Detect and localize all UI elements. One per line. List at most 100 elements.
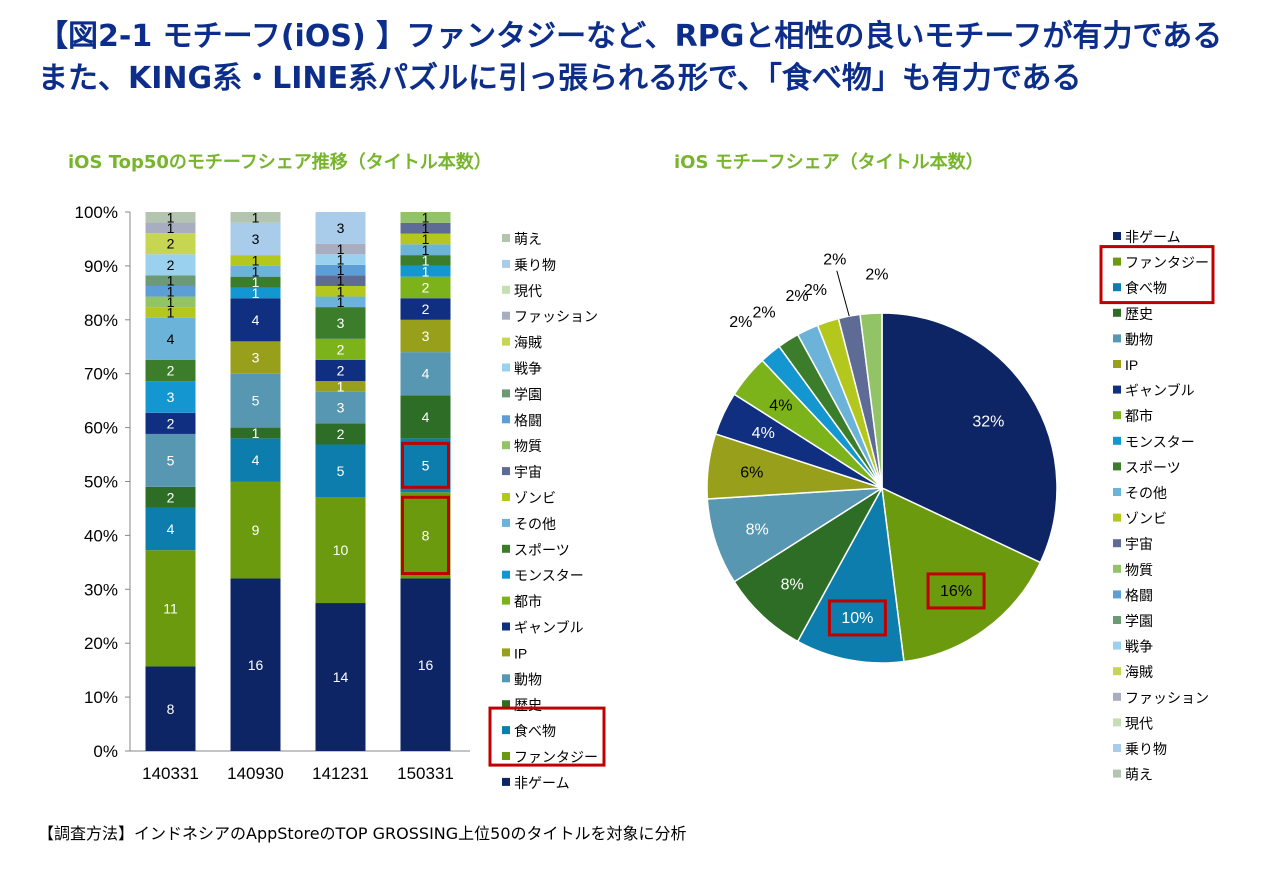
legend-label: 格闘	[514, 412, 542, 428]
bar-data-label: 1	[422, 242, 430, 258]
legend-label: 萌え	[1125, 767, 1153, 783]
bar-segment	[145, 254, 196, 276]
bar-data-label: 1	[337, 283, 345, 299]
legend-label: その他	[1125, 485, 1167, 501]
bar-data-label: 1	[252, 253, 260, 269]
pie-slice	[859, 312, 883, 489]
bar-segment	[145, 666, 196, 751]
bar-segment	[230, 373, 281, 428]
bar-data-label: 4	[167, 521, 175, 537]
legend-swatch	[1113, 488, 1121, 496]
legend-swatch	[502, 596, 510, 605]
bar-segment	[230, 438, 281, 482]
bar-segment	[315, 285, 366, 297]
bar-data-label: 5	[337, 463, 345, 479]
page-title: 【図2-1 モチーフ(iOS) 】ファンタジーなど、RPGと相性の良いモチーフが…	[38, 16, 1258, 100]
legend-label: 宇宙	[1125, 536, 1153, 552]
legend-label: ファッション	[514, 309, 598, 325]
bar-data-label: 2	[167, 257, 175, 273]
legend-swatch	[1113, 667, 1121, 676]
bar-data-label: 1	[167, 294, 175, 310]
bar-segment	[145, 433, 196, 487]
bar-segment	[145, 486, 196, 508]
pie-data-label: 32%	[972, 413, 1004, 430]
bar-segment	[230, 578, 281, 751]
y-tick-label: 60%	[84, 419, 118, 438]
legend-swatch	[1113, 411, 1121, 420]
legend-swatch	[1113, 334, 1121, 343]
legend-label: 動物	[514, 671, 542, 687]
legend-swatch	[502, 389, 510, 398]
bar-data-label: 2	[422, 301, 430, 317]
bar-data-label: 1	[167, 209, 175, 225]
bar-segment	[315, 264, 366, 276]
legend-swatch	[502, 544, 510, 553]
pie-data-label: 4%	[769, 397, 792, 414]
legend-swatch	[1113, 718, 1121, 727]
bar-data-label: 4	[252, 312, 260, 328]
bar-segment	[145, 212, 196, 223]
bar-data-label: 4	[422, 366, 430, 382]
bar-segment	[400, 492, 451, 579]
y-tick-label: 80%	[84, 311, 118, 330]
bar-data-label: 2	[167, 489, 175, 505]
legend-swatch	[502, 441, 510, 450]
bar-segment	[400, 255, 451, 266]
legend-label: IP	[1125, 357, 1138, 373]
x-tick-label: 150331	[397, 764, 454, 783]
y-tick-label: 50%	[84, 473, 118, 492]
legend-label: IP	[514, 645, 527, 661]
legend-label: 現代	[1125, 715, 1153, 731]
bar-segment	[145, 285, 196, 297]
bar-data-label: 8	[422, 527, 430, 543]
bar-segment	[400, 352, 451, 396]
bar-segment	[230, 265, 281, 277]
legend-label: 非ゲーム	[514, 775, 570, 791]
pie-data-label: 10%	[841, 610, 873, 627]
y-tick-label: 20%	[84, 634, 118, 653]
bar-chart-legend: 萌え乗り物現代ファッション海賊戦争学園格闘物質宇宙ゾンビその他スポーツモンスター…	[488, 231, 606, 791]
legend-swatch	[502, 493, 510, 501]
highlight-box	[827, 599, 887, 637]
pie-data-label: 6%	[740, 465, 763, 482]
bar-data-label: 1	[337, 252, 345, 268]
legend-swatch	[1113, 385, 1121, 394]
legend-label: 物質	[1125, 562, 1153, 578]
bar-segment	[315, 603, 366, 751]
legend-label: 格闘	[1125, 587, 1153, 603]
bar-segment	[145, 233, 196, 255]
bar-data-label: 4	[422, 409, 430, 425]
legend-swatch	[1113, 641, 1121, 650]
bar-segment	[230, 212, 281, 223]
bar-data-label: 8	[167, 701, 175, 717]
pie-data-label: 2%	[823, 252, 846, 269]
bar-segment	[400, 395, 451, 439]
bar-segment	[400, 319, 451, 353]
legend-label: スポーツ	[1125, 459, 1181, 475]
legend-label: 戦争	[514, 361, 542, 377]
pie-data-label: 2%	[865, 266, 888, 283]
legend-swatch	[502, 415, 510, 424]
legend-label: 歴史	[514, 697, 542, 713]
y-tick-label: 70%	[84, 365, 118, 384]
legend-label: 萌え	[514, 231, 542, 247]
bar-segment	[315, 391, 366, 424]
legend-highlight-box	[1099, 245, 1215, 305]
legend-label: 動物	[1125, 331, 1153, 347]
bar-segment	[400, 265, 451, 277]
legend-label: ゾンビ	[514, 490, 556, 506]
bar-segment	[315, 307, 366, 339]
legend-swatch	[502, 518, 510, 527]
legend-label: 歴史	[1125, 306, 1153, 322]
bar-segment	[230, 255, 281, 266]
legend-swatch	[502, 622, 510, 631]
bar-segment	[145, 507, 196, 551]
pie-data-label: 2%	[804, 282, 827, 299]
title-line-2: また、KING系・LINE系パズルに引っ張られる形で、「食べ物」も有力である	[38, 61, 1082, 96]
bar-segment	[400, 438, 451, 493]
bar-segment	[315, 444, 366, 498]
legend-label: 乗り物	[514, 257, 556, 273]
bar-segment	[315, 212, 366, 244]
x-tick-label: 141231	[312, 764, 369, 783]
pie-data-label: 2%	[785, 288, 808, 305]
